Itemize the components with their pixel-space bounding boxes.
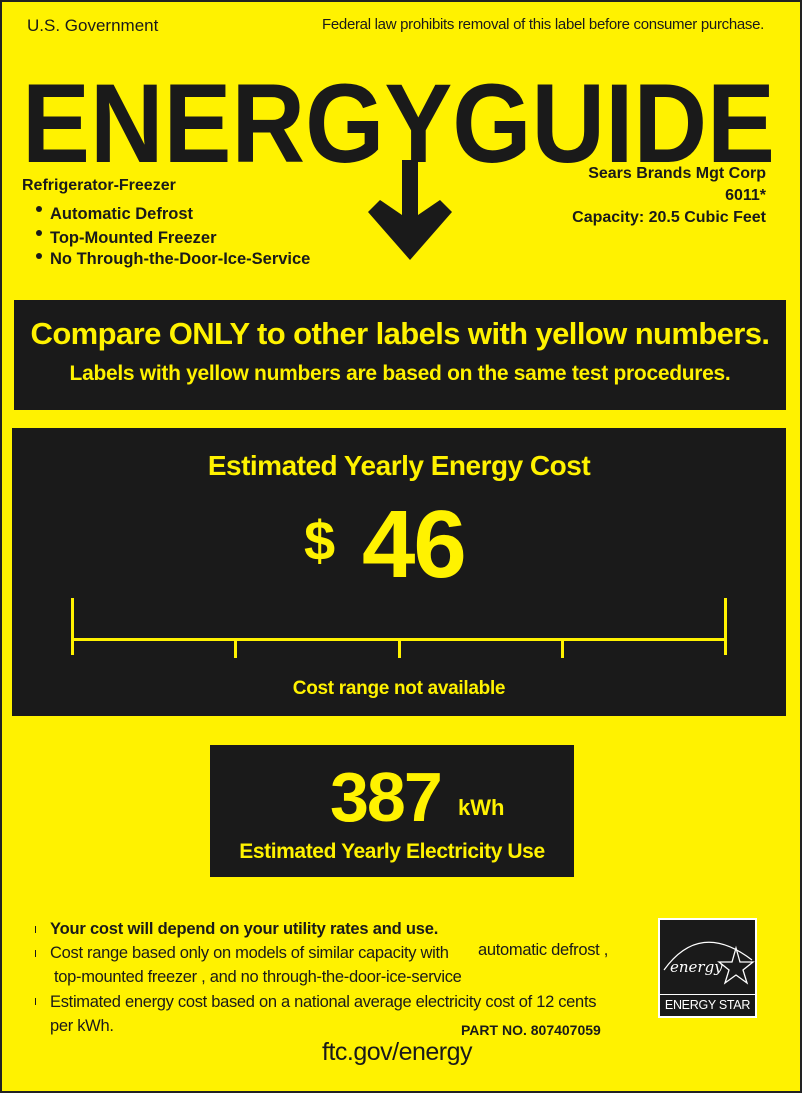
- capacity: Capacity: 20.5 Cubic Feet: [572, 209, 766, 226]
- usage-value: 387: [330, 758, 443, 836]
- currency-symbol: $: [304, 509, 336, 572]
- bullet-icon: [35, 998, 36, 1005]
- cost-value: 46: [362, 491, 467, 598]
- bullet-icon: [36, 206, 42, 212]
- website-link[interactable]: ftc.gov/energy: [322, 1038, 473, 1066]
- scale-tick-end: [724, 598, 727, 655]
- energy-star-logo: energy ENERGY STAR: [658, 918, 757, 1018]
- energyguide-logo: ENERGYGUIDE: [22, 61, 775, 260]
- scale-tick: [398, 638, 401, 658]
- cost-range-note: Cost range not available: [292, 678, 506, 699]
- scale-tick: [561, 638, 564, 658]
- bullet-icon: [35, 950, 36, 957]
- energy-star-icon: energy: [663, 941, 755, 985]
- model-number: 6011*: [725, 187, 766, 204]
- note-3-cont: per kWh.: [50, 1017, 114, 1035]
- usage-panel: 387 kWh Estimated Yearly Electricity Use: [210, 745, 574, 877]
- manufacturer-name: Sears Brands Mgt Corp: [588, 165, 766, 182]
- note-1: Your cost will depend on your utility ra…: [50, 920, 439, 938]
- compare-subline: Labels with yellow numbers are based on …: [69, 362, 731, 385]
- feature-3: No Through-the-Door-Ice-Service: [50, 250, 311, 268]
- scale-tick-end: [71, 598, 74, 655]
- energy-star-label: ENERGY STAR: [660, 994, 755, 1012]
- arrow-down-icon: [368, 160, 452, 260]
- note-2: Cost range based only on models of simil…: [50, 944, 449, 962]
- part-number: PART NO. 807407059: [461, 1022, 601, 1038]
- cost-title: Estimated Yearly Energy Cost: [207, 450, 591, 481]
- energy-script: energy: [670, 958, 723, 976]
- feature-2: Top-Mounted Freezer: [50, 229, 217, 247]
- scale-tick: [234, 638, 237, 658]
- product-type: Refrigerator-Freezer: [22, 177, 176, 194]
- usage-unit: kWh: [458, 795, 505, 820]
- note-3: Estimated energy cost based on a nationa…: [50, 993, 597, 1011]
- cost-panel: Estimated Yearly Energy Cost $ 46 Cost r…: [12, 428, 786, 716]
- bullet-icon: [36, 230, 42, 236]
- note-2-feature: automatic defrost ,: [478, 941, 609, 959]
- bullet-icon: [35, 926, 36, 933]
- logo-text: ENERGYGUIDE: [22, 61, 775, 186]
- header-right: Federal law prohibits removal of this la…: [322, 16, 765, 33]
- compare-panel: Compare ONLY to other labels with yellow…: [14, 300, 786, 410]
- header-left: U.S. Government: [27, 16, 159, 35]
- feature-1: Automatic Defrost: [50, 205, 194, 223]
- compare-headline: Compare ONLY to other labels with yellow…: [30, 316, 770, 351]
- bullet-icon: [36, 253, 42, 259]
- note-2-cont: top-mounted freezer , and no through-the…: [54, 968, 462, 986]
- usage-label: Estimated Yearly Electricity Use: [239, 840, 545, 863]
